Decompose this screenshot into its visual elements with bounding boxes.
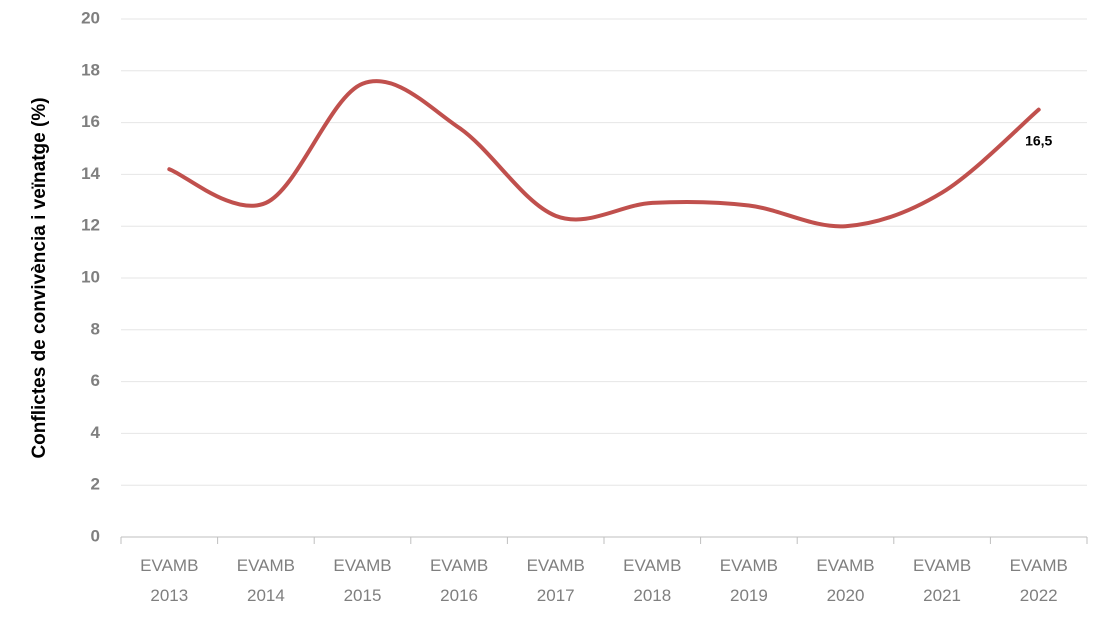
data-label: 16,5 [1025,132,1052,148]
x-tick-label: EVAMB 2022 [1010,556,1068,605]
y-tick-label: 4 [91,423,101,442]
x-tick-label: EVAMB 2016 [430,556,488,605]
x-tick-label: EVAMB 2019 [720,556,778,605]
y-tick-label: 0 [91,526,100,545]
x-tick-label: EVAMB 2013 [140,556,198,605]
y-tick-label: 14 [81,164,100,183]
x-tick-label: EVAMB 2020 [816,556,874,605]
y-tick-label: 12 [81,216,100,235]
y-axis-label: Conflictes de convivència i veïnatge (%) [29,97,50,458]
y-tick-label: 18 [81,60,100,79]
x-tick-label: EVAMB 2014 [237,556,295,605]
y-tick-label: 10 [81,267,100,286]
x-tick-label: EVAMB 2018 [623,556,681,605]
y-tick-label: 2 [91,475,100,494]
x-tick-label: EVAMB 2021 [913,556,971,605]
y-tick-label: 20 [81,8,100,27]
x-tick-label: EVAMB 2015 [333,556,391,605]
x-tick-label: EVAMB 2017 [527,556,585,605]
line-series [167,79,1041,229]
y-tick-label: 6 [91,371,100,390]
y-tick-label: 16 [81,112,100,131]
y-tick-label: 8 [91,319,100,338]
